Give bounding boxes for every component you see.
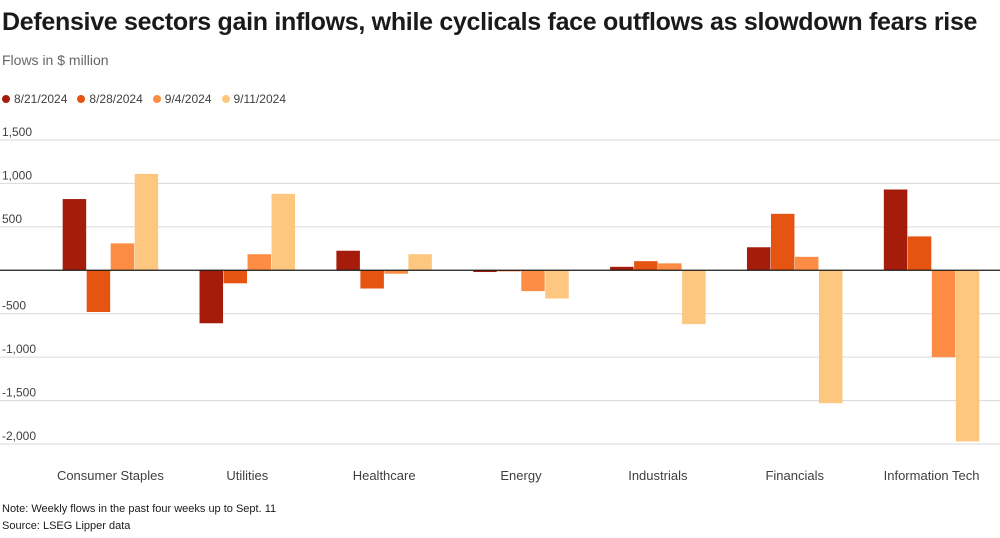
x-tick-label-4: Industrials: [628, 468, 688, 483]
x-tick-label-5: Financials: [765, 468, 824, 483]
bar-4-1: [634, 261, 658, 271]
bar-5-0: [746, 247, 771, 271]
bar-6-1: [907, 236, 932, 271]
bar-4-0: [610, 266, 634, 271]
bar-4-3: [682, 270, 706, 325]
axis-layer: 1,500 1,000 500 -500 -1,000 -1,500 -2,000 Consu…: [0, 125, 1000, 483]
chart-subtitle: Flows in $ million: [2, 52, 109, 68]
bar-0-2: [110, 243, 135, 271]
legend-item-4: 9/11/2024: [221, 92, 287, 106]
bar-0-1: [86, 270, 111, 312]
bar-5-1: [770, 213, 795, 271]
bar-3-0: [473, 270, 497, 273]
bar-2-3: [408, 254, 432, 271]
legend-item-3: 9/4/2024: [152, 92, 212, 106]
bar-0-0: [62, 199, 87, 271]
bar-2-2: [384, 270, 408, 274]
legend: 8/21/2024 8/28/2024 9/4/2024 9/11/2024: [2, 92, 286, 106]
y-tick-label-1: 1,000: [2, 168, 32, 182]
chart-title: Defensive sectors gain inflows, while cy…: [2, 8, 978, 36]
bar-1-1: [223, 270, 248, 284]
bar-1-0: [199, 270, 224, 324]
legend-label-2: 8/28/2024: [89, 92, 143, 106]
legend-item-1: 8/21/2024: [2, 92, 67, 106]
bar-6-3: [955, 270, 980, 442]
bar-3-3: [545, 270, 569, 299]
bar-5-3: [818, 270, 843, 404]
y-tick-label-5: -1,000: [2, 342, 36, 356]
x-tick-label-2: Healthcare: [353, 468, 416, 483]
legend-label-1: 8/21/2024: [14, 92, 68, 106]
y-tick-label-6: -1,500: [2, 386, 36, 400]
x-tick-label-0: Consumer Staples: [57, 468, 164, 483]
bar-2-1: [360, 270, 384, 289]
bar-1-3: [271, 193, 296, 271]
legend-swatch-4: [221, 95, 230, 103]
legend-item-2: 8/28/2024: [77, 92, 143, 106]
bar-1-2: [247, 254, 272, 271]
bar-6-2: [931, 270, 956, 358]
bar-2-0: [336, 250, 360, 271]
legend-label-4: 9/11/2024: [233, 92, 287, 106]
bar-4-2: [658, 263, 682, 271]
x-tick-label-3: Energy: [500, 468, 542, 483]
bar-6-0: [883, 189, 908, 271]
legend-swatch-1: [2, 95, 10, 103]
y-tick-label-0: 1,500: [2, 125, 32, 139]
bar-layer: [62, 173, 980, 442]
bar-0-3: [134, 173, 159, 271]
y-tick-label-2: 500: [2, 212, 22, 226]
chart-note: Note: Weekly flows in the past four week…: [2, 503, 277, 515]
y-tick-label-4: -500: [2, 299, 26, 313]
x-tick-label-6: Information Tech: [884, 468, 980, 483]
legend-label-3: 9/4/2024: [164, 92, 212, 106]
legend-swatch-2: [77, 95, 86, 103]
y-tick-label-7: -2,000: [2, 429, 36, 443]
legend-swatch-3: [152, 95, 161, 103]
x-tick-label-1: Utilities: [226, 468, 268, 483]
bar-3-2: [521, 270, 545, 292]
bar-5-2: [794, 256, 819, 271]
chart-source: Source: LSEG Lipper data: [2, 520, 131, 532]
